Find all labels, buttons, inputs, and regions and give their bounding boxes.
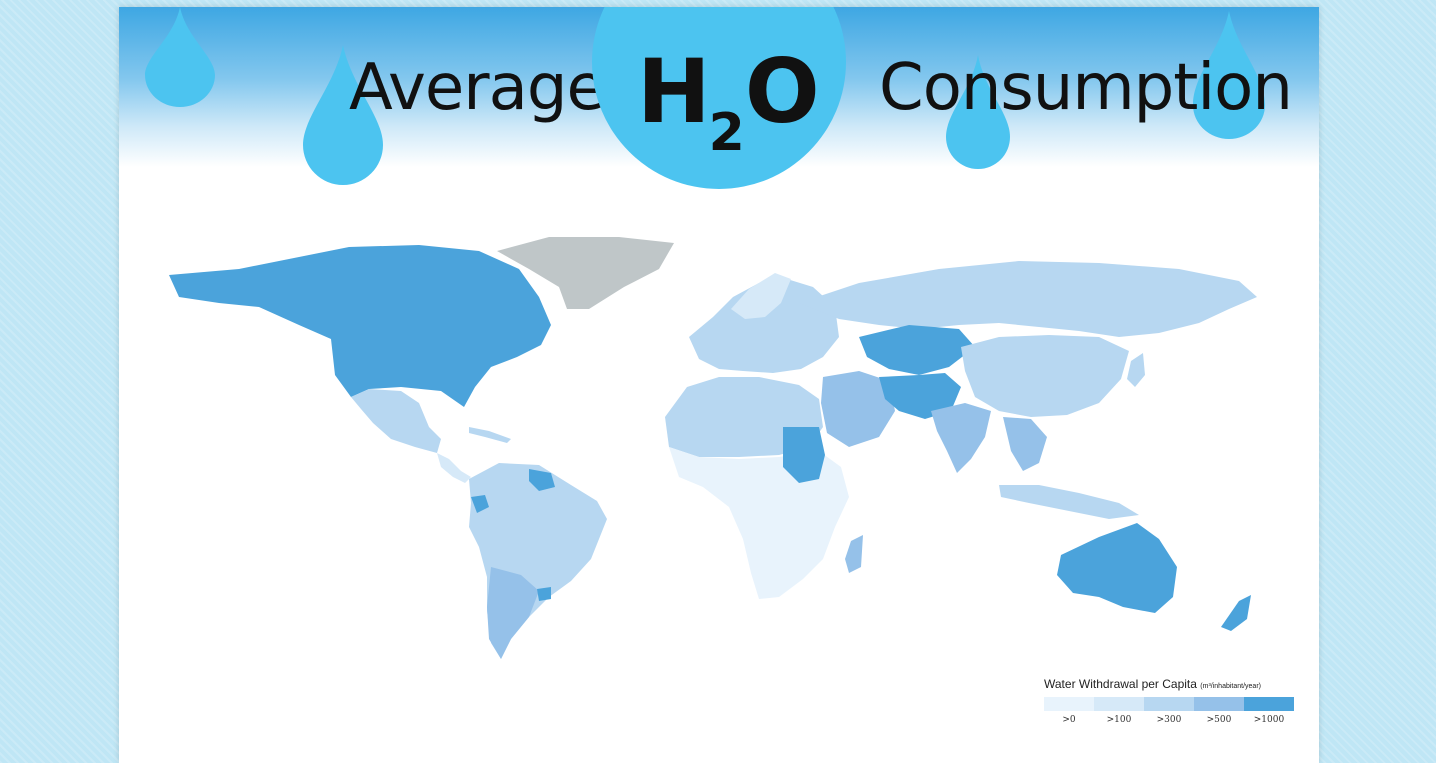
- legend-swatch-0: [1044, 697, 1094, 711]
- region-sudan: [783, 427, 825, 483]
- region-uruguay: [537, 587, 551, 601]
- region-scandinavia: [731, 273, 791, 319]
- region-middle-east: [821, 371, 895, 447]
- region-central-asia: [859, 325, 975, 375]
- title-h2o: H2O: [637, 40, 820, 163]
- region-argentina-chile: [487, 567, 539, 659]
- region-sub-saharan-africa: [669, 447, 849, 599]
- region-india: [931, 403, 991, 473]
- world-map-icon: [169, 237, 1257, 659]
- title-average: Average: [349, 51, 606, 125]
- title-subscript: 2: [708, 103, 745, 163]
- legend-title: Water Withdrawal per Capita (m³/inhabita…: [1044, 677, 1304, 691]
- region-madagascar: [845, 535, 863, 573]
- legend-swatch-300: [1144, 697, 1194, 711]
- water-drop-icon: [303, 45, 383, 185]
- region-mexico: [351, 389, 441, 453]
- region-new-zealand: [1221, 595, 1251, 631]
- region-australia: [1057, 523, 1177, 613]
- legend-label: >100: [1106, 715, 1132, 725]
- map-legend: Water Withdrawal per Capita (m³/inhabita…: [1044, 677, 1304, 725]
- region-indonesia: [999, 485, 1139, 519]
- legend-labels: >0 >100 >300 >500 >1000: [1044, 715, 1304, 725]
- region-ecuador: [471, 495, 489, 513]
- region-caribbean: [469, 427, 511, 443]
- water-drop-icon: [946, 55, 1010, 169]
- legend-label: >0: [1062, 715, 1076, 725]
- legend-label: >300: [1156, 715, 1182, 725]
- title-h: H: [637, 40, 711, 143]
- region-iran-pakistan: [879, 373, 961, 419]
- legend-label: >1000: [1253, 715, 1285, 725]
- legend-swatch-500: [1194, 697, 1244, 711]
- legend-swatch-100: [1094, 697, 1144, 711]
- region-guyana-suriname: [529, 469, 555, 491]
- region-greenland: [497, 237, 674, 309]
- water-drop-icon: [1193, 11, 1265, 139]
- region-japan: [1127, 353, 1145, 387]
- region-china-mongolia: [961, 335, 1129, 417]
- legend-label: >500: [1206, 715, 1232, 725]
- region-southeast-asia: [1003, 417, 1047, 471]
- region-central-america: [437, 453, 471, 483]
- legend-swatch-1000: [1244, 697, 1294, 711]
- region-russia: [799, 261, 1257, 337]
- legend-color-bar: [1044, 697, 1304, 711]
- water-drop-icon: [145, 7, 215, 107]
- infographic-panel: Average H2O Consumption: [119, 7, 1319, 763]
- legend-unit: (m³/inhabitant/year): [1200, 683, 1261, 690]
- region-north-america: [169, 245, 551, 407]
- title-o: O: [744, 40, 820, 143]
- title-consumption: Consumption: [879, 51, 1293, 125]
- legend-title-text: Water Withdrawal per Capita: [1044, 677, 1197, 691]
